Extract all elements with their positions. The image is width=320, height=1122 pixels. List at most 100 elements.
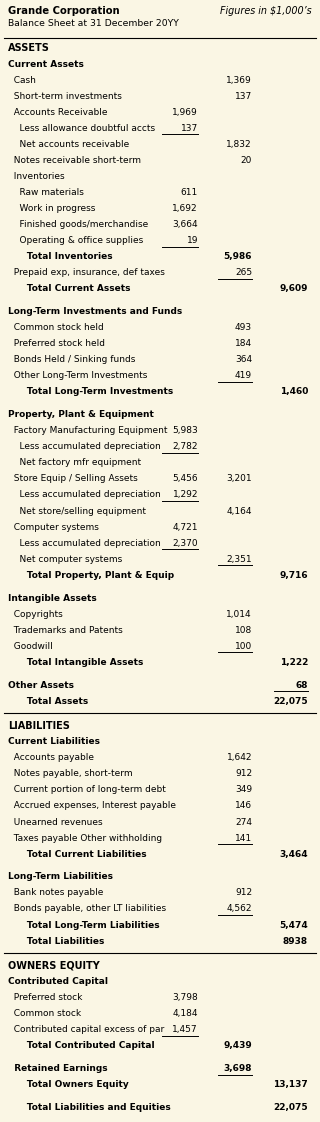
Text: Bonds payable, other LT liabilities: Bonds payable, other LT liabilities [8,904,166,913]
Text: Long-Term Investments and Funds: Long-Term Investments and Funds [8,307,182,316]
Text: Accrued expenses, Interest payable: Accrued expenses, Interest payable [8,801,176,810]
Text: Total Owners Equity: Total Owners Equity [8,1080,129,1089]
Text: 9,609: 9,609 [279,284,308,294]
Text: Less accumulated depreciation: Less accumulated depreciation [8,539,161,548]
Text: 100: 100 [235,642,252,651]
Text: Taxes payable Other withholding: Taxes payable Other withholding [8,834,162,843]
Text: Long-Term Liabilities: Long-Term Liabilities [8,873,113,882]
Text: Less accumulated depreciation: Less accumulated depreciation [8,490,161,499]
Text: 141: 141 [235,834,252,843]
Text: Balance Sheet at 31 December 20YY: Balance Sheet at 31 December 20YY [8,19,179,28]
Text: Preferred stock: Preferred stock [8,993,82,1002]
Text: Unearned revenues: Unearned revenues [8,818,103,827]
Text: 22,075: 22,075 [273,1103,308,1112]
Text: Other Long-Term Investments: Other Long-Term Investments [8,371,148,380]
Text: Total Inventories: Total Inventories [8,252,113,261]
Text: Net computer systems: Net computer systems [8,554,122,563]
Text: 22,075: 22,075 [273,697,308,706]
Text: Total Intangible Assets: Total Intangible Assets [8,657,143,666]
Text: Trademarks and Patents: Trademarks and Patents [8,626,123,635]
Text: 137: 137 [181,123,198,132]
Text: Net store/selling equipment: Net store/selling equipment [8,506,146,515]
Text: 4,164: 4,164 [227,506,252,515]
Text: Total Liabilities and Equities: Total Liabilities and Equities [8,1103,171,1112]
Text: 20: 20 [241,156,252,165]
Text: 9,439: 9,439 [223,1041,252,1050]
Text: 265: 265 [235,268,252,277]
Text: Current portion of long-term debt: Current portion of long-term debt [8,785,166,794]
Text: Total Long-Term Investments: Total Long-Term Investments [8,387,173,396]
Text: Prepaid exp, insurance, def taxes: Prepaid exp, insurance, def taxes [8,268,165,277]
Text: Other Assets: Other Assets [8,681,74,690]
Text: 912: 912 [235,889,252,898]
Text: 19: 19 [187,237,198,246]
Text: 1,969: 1,969 [172,108,198,117]
Text: 8938: 8938 [283,937,308,946]
Text: Intangible Assets: Intangible Assets [8,594,97,603]
Text: 1,014: 1,014 [226,609,252,618]
Text: LIABILITIES: LIABILITIES [8,720,70,730]
Text: Computer systems: Computer systems [8,523,99,532]
Text: Finished goods/merchandise: Finished goods/merchandise [8,220,148,229]
Text: Less allowance doubtful accts: Less allowance doubtful accts [8,123,155,132]
Text: 349: 349 [235,785,252,794]
Text: Total Current Assets: Total Current Assets [8,284,131,294]
Text: Retained Earnings: Retained Earnings [8,1065,108,1074]
Text: 5,474: 5,474 [279,920,308,929]
Text: OWNERS EQUITY: OWNERS EQUITY [8,960,100,971]
Text: Contributed Capital: Contributed Capital [8,977,108,986]
Text: Total Assets: Total Assets [8,697,88,706]
Text: Net factory mfr equipment: Net factory mfr equipment [8,459,141,468]
Text: 274: 274 [235,818,252,827]
Text: 5,456: 5,456 [172,475,198,484]
Text: Raw materials: Raw materials [8,188,84,197]
Text: Bonds Held / Sinking funds: Bonds Held / Sinking funds [8,356,135,365]
Text: Total Contributed Capital: Total Contributed Capital [8,1041,155,1050]
Text: 493: 493 [235,323,252,332]
Text: Short-term investments: Short-term investments [8,92,122,101]
Text: Less accumulated depreciation: Less accumulated depreciation [8,442,161,451]
Text: 108: 108 [235,626,252,635]
Text: ASSETS: ASSETS [8,43,50,53]
Text: Work in progress: Work in progress [8,204,95,213]
Text: Accounts Receivable: Accounts Receivable [8,108,108,117]
Text: Net accounts receivable: Net accounts receivable [8,140,129,149]
Text: Factory Manufacturing Equipment: Factory Manufacturing Equipment [8,426,167,435]
Text: 2,782: 2,782 [172,442,198,451]
Text: 4,562: 4,562 [227,904,252,913]
Text: 1,292: 1,292 [172,490,198,499]
Text: 1,832: 1,832 [226,140,252,149]
Text: Grande Corporation: Grande Corporation [8,6,120,16]
Text: 1,692: 1,692 [172,204,198,213]
Text: Copyrights: Copyrights [8,609,63,618]
Text: Current Liabilities: Current Liabilities [8,737,100,746]
Text: Total Long-Term Liabilities: Total Long-Term Liabilities [8,920,160,929]
Text: 1,457: 1,457 [172,1026,198,1034]
Text: 2,351: 2,351 [226,554,252,563]
Text: Accounts payable: Accounts payable [8,753,94,762]
Text: 3,798: 3,798 [172,993,198,1002]
Text: 9,716: 9,716 [279,571,308,580]
Text: Total Liabilities: Total Liabilities [8,937,104,946]
Text: 68: 68 [295,681,308,690]
Text: Common stock: Common stock [8,1010,81,1019]
Text: Total Current Liabilities: Total Current Liabilities [8,849,147,858]
Text: 1,642: 1,642 [227,753,252,762]
Text: Current Assets: Current Assets [8,59,84,68]
Text: Property, Plant & Equipment: Property, Plant & Equipment [8,411,154,420]
Text: Total Property, Plant & Equip: Total Property, Plant & Equip [8,571,174,580]
Text: 1,460: 1,460 [280,387,308,396]
Text: Contributed capital excess of par: Contributed capital excess of par [8,1026,164,1034]
Text: Goodwill: Goodwill [8,642,53,651]
Text: 1,369: 1,369 [226,75,252,84]
Text: 137: 137 [235,92,252,101]
Text: 184: 184 [235,339,252,348]
Text: 146: 146 [235,801,252,810]
Text: Operating & office supplies: Operating & office supplies [8,237,143,246]
Text: Preferred stock held: Preferred stock held [8,339,105,348]
Text: Inventories: Inventories [8,172,65,181]
Text: 912: 912 [235,770,252,779]
Text: 5,983: 5,983 [172,426,198,435]
Text: 3,464: 3,464 [279,849,308,858]
Text: Cash: Cash [8,75,36,84]
